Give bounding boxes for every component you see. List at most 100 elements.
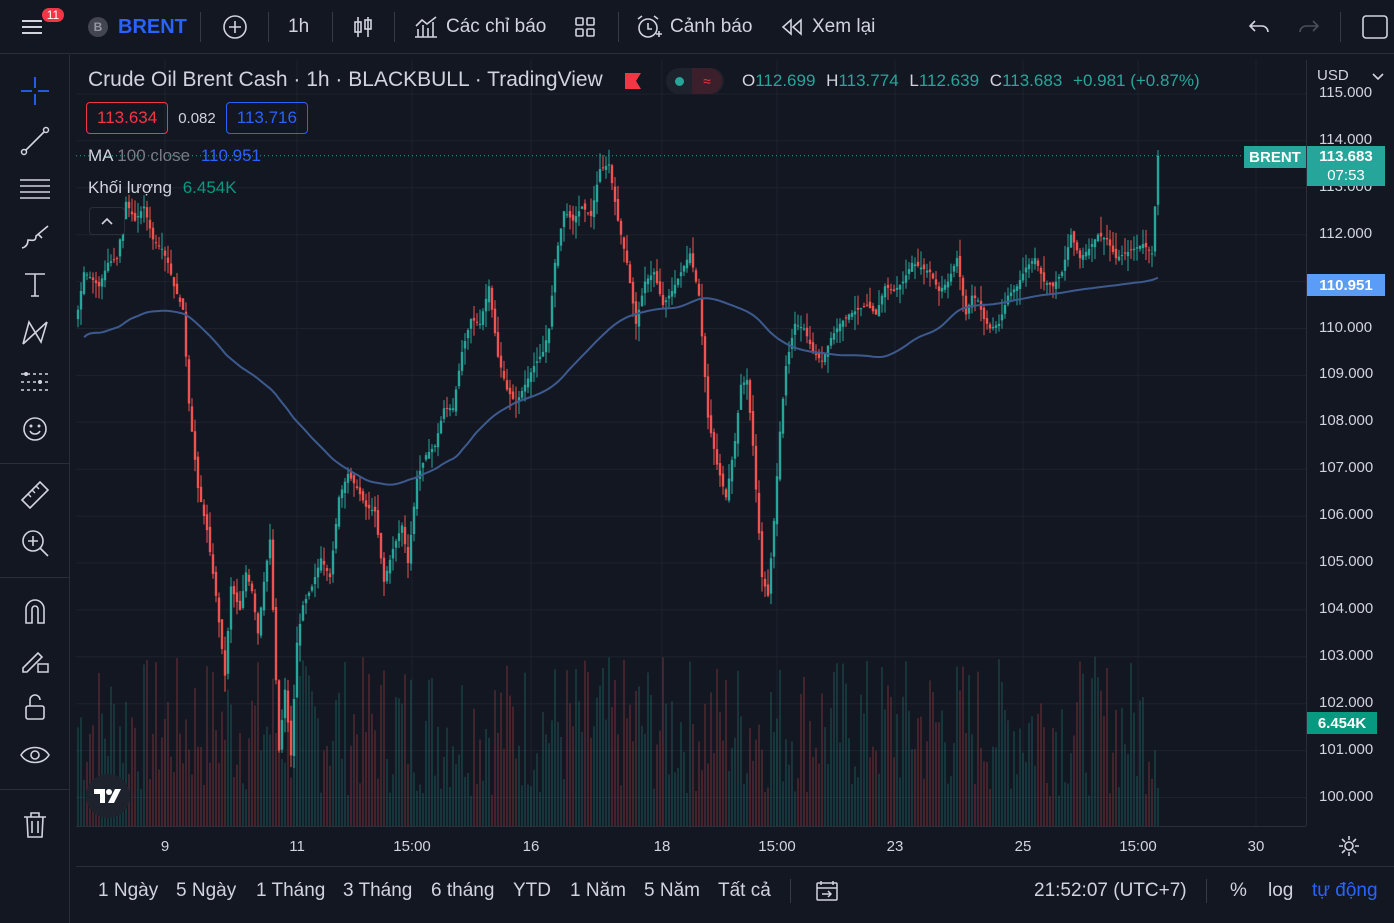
sell-price[interactable]: 113.634 bbox=[86, 102, 169, 134]
volume-bar bbox=[248, 738, 250, 826]
candle-body bbox=[556, 245, 560, 266]
range-button[interactable]: 5 Năm bbox=[644, 879, 700, 901]
lock-all-tool[interactable] bbox=[15, 687, 55, 727]
candle-body bbox=[1096, 234, 1100, 242]
bottom-toolbar: 1 Ngày 5 Ngày 1 Tháng 3 Tháng 6 tháng YTD 1 Nă… bbox=[76, 866, 1394, 923]
candle-body bbox=[550, 295, 554, 327]
range-button[interactable]: Tất cả bbox=[718, 879, 771, 901]
candle-body bbox=[1135, 247, 1139, 249]
replay-button[interactable]: Xem lại bbox=[780, 0, 875, 54]
range-button[interactable]: 6 tháng bbox=[431, 879, 495, 901]
data-status[interactable]: ≈ bbox=[666, 68, 724, 94]
gear-icon bbox=[1339, 836, 1359, 856]
auto-scale-toggle[interactable]: tự động bbox=[1312, 879, 1378, 901]
candle-body bbox=[1084, 251, 1088, 257]
chart-pane[interactable] bbox=[76, 60, 1306, 826]
trendline-tool[interactable] bbox=[15, 121, 55, 161]
volume-bar bbox=[719, 712, 721, 826]
goto-date-button[interactable] bbox=[814, 867, 840, 914]
icons-tool[interactable] bbox=[15, 409, 55, 449]
range-button[interactable]: 5 Ngày bbox=[176, 879, 237, 901]
candle-body bbox=[907, 269, 911, 274]
candle-body bbox=[1108, 239, 1112, 246]
remove-drawings-tool[interactable] bbox=[15, 805, 55, 845]
volume-bar bbox=[644, 733, 646, 826]
volume-bar bbox=[986, 761, 988, 826]
candle-body bbox=[901, 281, 905, 284]
interval-button[interactable]: 1h bbox=[288, 16, 310, 37]
volume-bar bbox=[302, 660, 304, 826]
range-button[interactable]: 1 Tháng bbox=[256, 879, 326, 901]
percent-scale-toggle[interactable]: % bbox=[1230, 879, 1247, 901]
volume-bar bbox=[734, 737, 736, 826]
volume-bar bbox=[296, 688, 298, 826]
redo-button[interactable] bbox=[1296, 0, 1322, 54]
candle-body bbox=[220, 619, 224, 649]
range-button[interactable]: YTD bbox=[513, 879, 551, 901]
volume-bar bbox=[992, 746, 994, 826]
range-button[interactable]: 1 Ngày bbox=[98, 879, 159, 901]
smiley-icon bbox=[23, 417, 47, 441]
hide-drawings-tool[interactable] bbox=[15, 735, 55, 775]
log-scale-toggle[interactable]: log bbox=[1268, 879, 1294, 901]
crosshair-tool[interactable] bbox=[15, 71, 55, 111]
tradingview-logo[interactable] bbox=[86, 774, 130, 818]
measure-tool[interactable] bbox=[15, 475, 55, 515]
price-axis[interactable]: USD 115.000114.000113.000112.000111.0001… bbox=[1306, 60, 1394, 826]
currency-label[interactable]: USD bbox=[1317, 67, 1349, 84]
forecast-tool[interactable] bbox=[15, 361, 55, 401]
volume-bar bbox=[917, 718, 919, 826]
buy-price[interactable]: 113.716 bbox=[225, 102, 308, 134]
volume-bar bbox=[1154, 750, 1156, 826]
volume-bar bbox=[899, 777, 901, 826]
volume-bar bbox=[863, 713, 865, 826]
fib-tool[interactable] bbox=[15, 169, 55, 209]
undo-button[interactable] bbox=[1246, 0, 1272, 54]
compare-symbol-button[interactable] bbox=[222, 0, 248, 54]
candle-body bbox=[448, 408, 452, 411]
alerts-button[interactable]: Cảnh báo bbox=[634, 0, 752, 54]
candle-body bbox=[619, 220, 623, 235]
candle-body bbox=[805, 327, 809, 337]
time-axis[interactable]: 9 11 15:00 16 18 15:00 23 25 15:00 30 bbox=[76, 826, 1306, 866]
candle-body bbox=[733, 441, 737, 459]
chevron-down-icon[interactable] bbox=[1371, 70, 1385, 84]
indicators-button[interactable]: Các chỉ báo bbox=[412, 0, 546, 54]
lock-drawing-tool[interactable] bbox=[15, 639, 55, 679]
candle-body bbox=[928, 269, 932, 273]
fullscreen-button[interactable] bbox=[1360, 0, 1390, 54]
menu-button[interactable] bbox=[18, 0, 52, 54]
chart-type-button[interactable] bbox=[350, 0, 376, 54]
candle-body bbox=[853, 311, 857, 315]
range-button[interactable]: 3 Tháng bbox=[343, 879, 413, 901]
candle-body bbox=[157, 245, 161, 247]
candle-body bbox=[811, 342, 815, 352]
volume-bar bbox=[767, 787, 769, 826]
chart-settings-button[interactable] bbox=[1336, 833, 1362, 859]
candle-body bbox=[658, 281, 662, 295]
range-button[interactable]: 1 Năm bbox=[570, 879, 626, 901]
volume-bar bbox=[224, 739, 226, 826]
ma-legend[interactable]: MA 100 close 110.951 bbox=[88, 146, 262, 165]
candle-body bbox=[628, 264, 632, 284]
magnet-tool[interactable] bbox=[15, 591, 55, 631]
timezone-clock[interactable]: 21:52:07 (UTC+7) bbox=[1034, 879, 1187, 901]
zoom-tool[interactable] bbox=[15, 523, 55, 563]
pattern-tool[interactable] bbox=[15, 313, 55, 353]
text-tool[interactable] bbox=[15, 265, 55, 305]
volume-bar bbox=[536, 753, 538, 826]
volume-bar bbox=[419, 784, 421, 826]
candle-body bbox=[1093, 239, 1097, 248]
volume-bar bbox=[1076, 702, 1078, 826]
price-tick: 101.000 bbox=[1319, 740, 1374, 758]
volume-legend[interactable]: Khối lượng 6.454K bbox=[88, 178, 237, 197]
volume-bar bbox=[617, 734, 619, 826]
candle-body bbox=[178, 297, 182, 302]
candle-body bbox=[859, 308, 863, 310]
brush-tool[interactable] bbox=[15, 217, 55, 257]
symbol-search-button[interactable]: B BRENT bbox=[88, 0, 187, 54]
layouts-button[interactable] bbox=[572, 0, 598, 54]
candle-body bbox=[142, 206, 146, 209]
collapse-legend-button[interactable] bbox=[89, 207, 125, 235]
candle-body bbox=[997, 323, 1001, 327]
